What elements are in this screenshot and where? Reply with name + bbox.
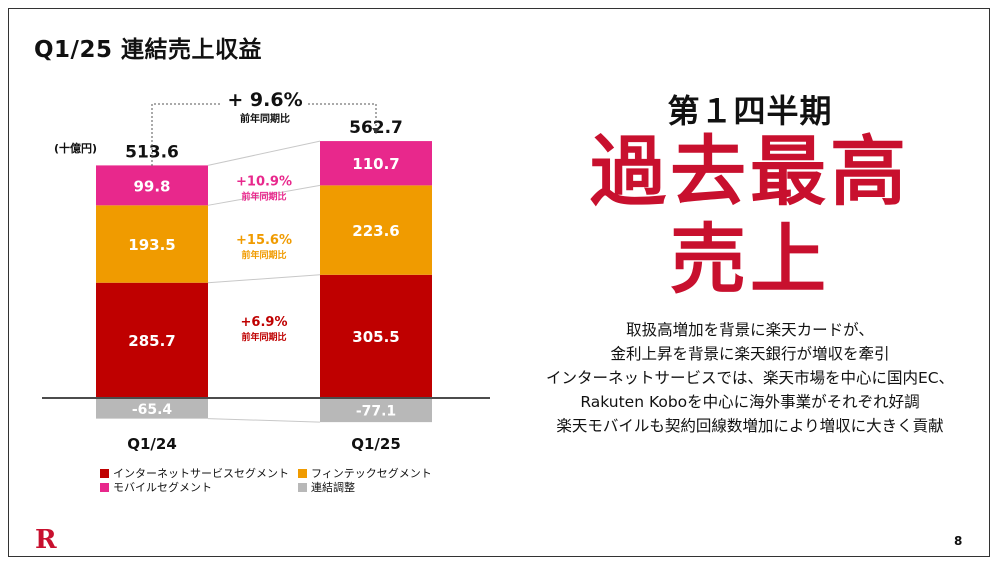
bar-segment-fintech — [320, 185, 432, 275]
growth-note-mobile: 前年同期比 — [241, 190, 286, 202]
connector-line — [207, 274, 321, 284]
connector-line — [207, 418, 321, 423]
description-line: Rakuten Koboを中心に海外事業がそれぞれ好調 — [580, 393, 920, 411]
legend-item-adjustment: 連結調整 — [298, 480, 355, 495]
legend-item-mobile: モバイルセグメント — [100, 480, 212, 495]
description: 取扱高増加を背景に楽天カードが、 金利上昇を背景に楽天銀行が増収を牽引 インター… — [540, 318, 960, 438]
legend-swatch — [100, 483, 109, 492]
description-line: 楽天モバイルも契約回線数増加により増収に大きく貢献 — [556, 417, 944, 435]
x-tick-label: Q1/24 — [127, 435, 177, 453]
bar-segment-internet — [320, 274, 432, 397]
total-growth-arrowhead — [372, 128, 380, 134]
bar-segment-adjustment — [320, 399, 432, 423]
slide-title: Q1/25 連結売上収益 — [34, 37, 262, 63]
record-line-1: 過去最高 — [590, 127, 910, 216]
page-number: 8 — [954, 534, 963, 548]
bar-value-label: 99.8 — [133, 177, 170, 195]
total-growth-note: 前年同期比 — [240, 112, 290, 125]
bar-segment-mobile — [96, 165, 208, 206]
description-line: インターネットサービスでは、楽天市場を中心に国内EC、 — [545, 369, 955, 387]
growth-rate-internet: +6.9% — [241, 315, 288, 330]
record-headline: 過去最高 売上 — [540, 128, 960, 304]
bar-segment-internet — [96, 282, 208, 397]
quarter-heading: 第１四半期 — [667, 92, 833, 130]
bar-segment-mobile — [320, 141, 432, 186]
description-line: 取扱高増加を背景に楽天カードが、 — [626, 321, 874, 339]
bar-value-label: 285.7 — [128, 332, 175, 350]
x-tick-label: Q1/25 — [351, 435, 401, 453]
growth-note-fintech: 前年同期比 — [241, 249, 286, 261]
legend-item-fintech: フィンテックセグメント — [298, 466, 432, 481]
bar-value-label: 110.7 — [352, 155, 399, 173]
legend-swatch — [298, 469, 307, 478]
stacked-bar-chart: 285.7193.599.8-65.4513.6Q1/24305.5223.61… — [42, 89, 490, 453]
slide-frame — [8, 8, 990, 557]
total-growth-rate: + 9.6% — [227, 89, 302, 111]
bar-value-label: 223.6 — [352, 222, 399, 240]
growth-rate-fintech: +15.6% — [236, 233, 292, 248]
growth-note-internet: 前年同期比 — [241, 331, 286, 343]
connector-line — [207, 140, 321, 166]
legend-item-internet: インターネットサービスセグメント — [100, 466, 289, 481]
rakuten-logo: R — [35, 525, 57, 555]
unit-label: (十億円) — [54, 142, 98, 155]
bar-segment-adjustment — [96, 399, 208, 419]
bar-value-label: -65.4 — [132, 402, 173, 418]
legend-swatch — [100, 469, 109, 478]
total-growth-bracket-right — [308, 103, 377, 128]
bar-segment-fintech — [96, 205, 208, 283]
bar-value-label: 305.5 — [352, 328, 399, 346]
bar-value-label: -77.1 — [356, 404, 396, 420]
bar-value-label: 193.5 — [128, 236, 175, 254]
legend-swatch — [298, 483, 307, 492]
connector-line — [207, 184, 321, 206]
total-growth-bracket-left — [151, 103, 222, 166]
growth-rate-mobile: +10.9% — [236, 174, 292, 189]
description-line: 金利上昇を背景に楽天銀行が増収を牽引 — [610, 345, 890, 363]
record-line-2: 売上 — [670, 215, 830, 304]
